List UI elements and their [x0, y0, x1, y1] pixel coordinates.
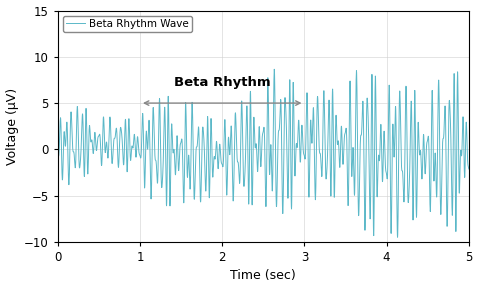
Beta Rhythm Wave	[466, 167, 472, 171]
X-axis label: Time (sec): Time (sec)	[230, 270, 296, 283]
Y-axis label: Voltage (μV): Voltage (μV)	[6, 88, 19, 165]
Beta Rhythm Wave	[272, 68, 277, 71]
Beta Rhythm Wave	[55, 153, 61, 156]
Legend: Beta Rhythm Wave: Beta Rhythm Wave	[63, 16, 192, 32]
Beta Rhythm Wave	[284, 170, 290, 174]
Beta Rhythm Wave	[422, 171, 428, 175]
Text: Beta Rhythm: Beta Rhythm	[174, 76, 271, 89]
Beta Rhythm Wave	[214, 150, 220, 153]
Beta Rhythm Wave	[390, 126, 395, 129]
Beta Rhythm Wave	[395, 236, 401, 239]
Beta Rhythm Wave	[407, 174, 413, 177]
Line: Beta Rhythm Wave: Beta Rhythm Wave	[58, 69, 469, 237]
Beta Rhythm Wave	[64, 129, 69, 133]
